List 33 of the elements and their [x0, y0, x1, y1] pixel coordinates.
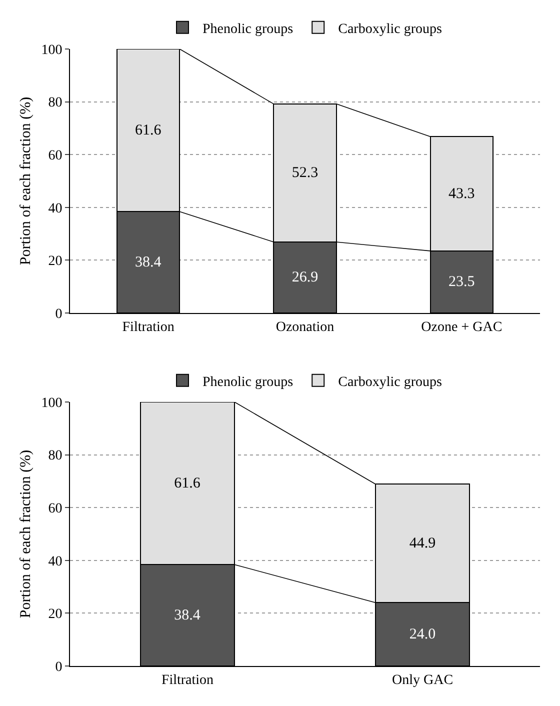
y-tick-label: 80 [48, 448, 62, 464]
x-tick-label: Only GAC [392, 672, 454, 688]
y-tick-label: 60 [48, 148, 62, 164]
x-tick-label: Filtration [122, 320, 174, 335]
data-label: 38.4 [134, 254, 162, 270]
y-axis-title: Portion of each fraction (%) [18, 96, 34, 266]
data-label: 26.9 [292, 269, 318, 286]
data-label: 44.9 [409, 535, 436, 552]
y-axis-title: Portion of each fraction (%) [18, 450, 34, 618]
y-tick-label: 0 [55, 306, 62, 322]
data-label: 38.4 [174, 607, 201, 624]
x-tick-label: Filtration [161, 672, 214, 688]
data-label: 23.5 [448, 274, 475, 290]
y-tick-label: 40 [48, 554, 62, 570]
legend-label: Carboxylic groups [338, 374, 442, 390]
y-tick-label: 100 [41, 396, 62, 411]
y-tick-label: 20 [48, 254, 62, 270]
legend-label: Phenolic groups [202, 374, 294, 390]
data-label: 61.6 [174, 475, 201, 492]
y-tick-label: 100 [41, 42, 62, 58]
y-tick-label: 60 [48, 502, 62, 516]
y-tick-label: 20 [48, 607, 62, 622]
x-tick-label: Ozone + GAC [421, 320, 502, 335]
legend-label: Phenolic groups [202, 22, 294, 37]
y-tick-label: 80 [48, 96, 62, 111]
x-tick-label: Ozonation [276, 320, 334, 335]
data-label: 61.6 [134, 122, 162, 138]
data-label: 43.3 [448, 186, 475, 202]
data-label: 52.3 [292, 164, 318, 181]
legend-label: Carboxylic groups [338, 22, 442, 37]
y-tick-label: 0 [55, 660, 62, 675]
data-label: 24.0 [409, 626, 436, 642]
y-tick-label: 40 [48, 201, 62, 216]
